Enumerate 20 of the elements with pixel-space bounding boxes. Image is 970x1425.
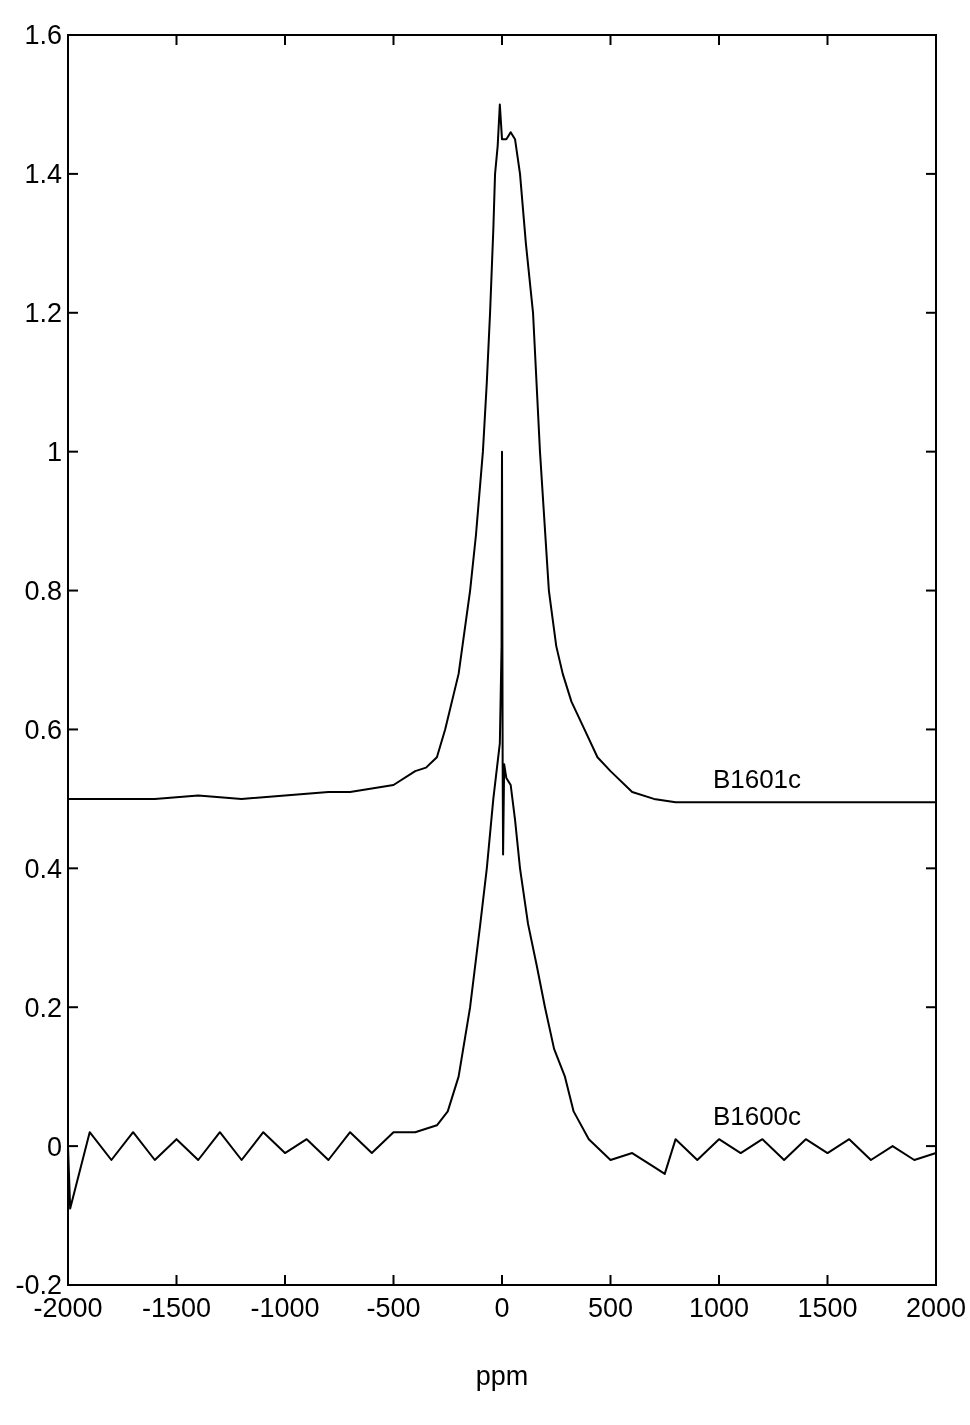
x-tick-label: -1500 — [141, 1293, 212, 1323]
series-label: B1600c — [712, 1101, 802, 1132]
x-tick-label: 2000 — [905, 1293, 967, 1323]
y-tick-label: 0.4 — [24, 853, 62, 884]
x-tick-label: 0 — [494, 1293, 510, 1323]
y-tick-label: 1.6 — [24, 20, 62, 51]
y-tick-label: 1.2 — [24, 298, 62, 329]
y-tick-label: 0.8 — [24, 576, 62, 607]
y-tick-label: 0 — [46, 1131, 62, 1162]
y-tick-label: 0.6 — [24, 714, 62, 745]
x-tick-label: -500 — [366, 1293, 421, 1323]
x-tick-label: 500 — [587, 1293, 634, 1323]
x-tick-label: 1500 — [797, 1293, 858, 1323]
y-tick-label: 1 — [46, 437, 62, 468]
x-axis-title: ppm — [475, 1361, 529, 1391]
x-tick-label: -1000 — [250, 1293, 320, 1323]
y-tick-label: 0.2 — [24, 992, 62, 1023]
series-label: B1601c — [712, 764, 802, 795]
y-tick-label: 1.4 — [24, 159, 62, 190]
x-tick-label: 1000 — [688, 1293, 750, 1323]
